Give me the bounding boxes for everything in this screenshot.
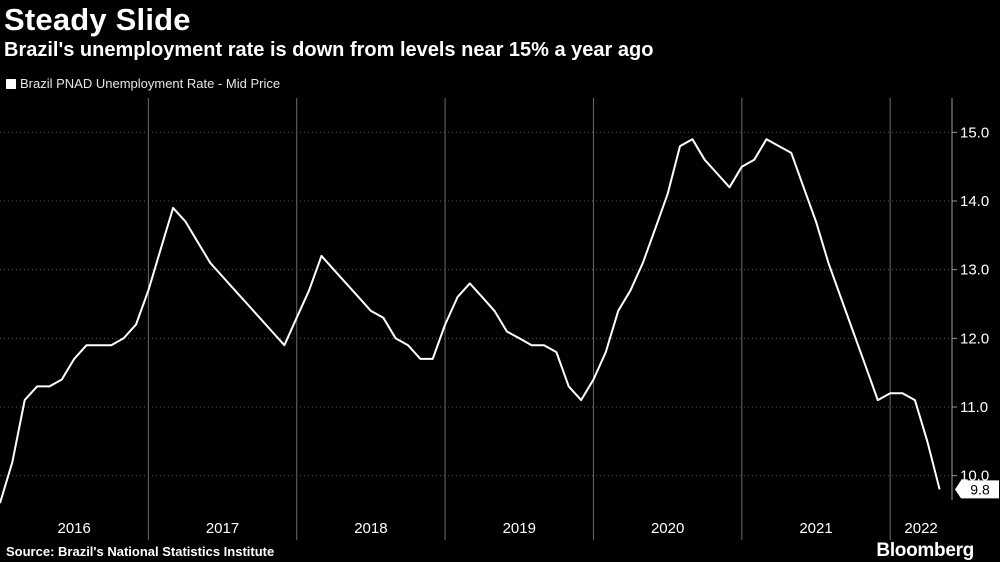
legend-swatch (6, 78, 16, 89)
chart-subtitle: Brazil's unemployment rate is down from … (4, 39, 654, 61)
source-note: Source: Brazil's National Statistics Ins… (6, 544, 275, 559)
last-value-label: 9.8 (970, 481, 990, 497)
y-tick-label: 12.0 (960, 330, 989, 347)
last-value-marker: 9.8 (955, 480, 999, 499)
y-tick-label: 15.0 (960, 124, 989, 141)
y-tick-label: 13.0 (960, 262, 989, 279)
x-tick-label: 2022 (904, 520, 937, 537)
x-tick-label: 2020 (651, 520, 684, 537)
grid (0, 98, 952, 540)
y-axis: 10.011.012.013.014.015.0 (951, 98, 989, 500)
brand-logo: Bloomberg (876, 540, 974, 561)
series-line (0, 138, 941, 504)
x-axis: 2016 2017 2018 2019 2020 2021 2022 (57, 520, 937, 537)
x-tick-label: 2018 (354, 520, 387, 537)
x-tick-label: 2016 (57, 520, 90, 537)
y-tick-label: 14.0 (960, 193, 989, 210)
chart-title: Steady Slide (4, 2, 191, 37)
last-value-box (955, 480, 999, 499)
legend: Brazil PNAD Unemployment Rate - Mid Pric… (6, 76, 280, 91)
x-tick-label: 2021 (799, 520, 832, 537)
series-group (0, 138, 941, 504)
y-tick-label: 11.0 (960, 399, 988, 416)
x-tick-label: 2019 (503, 520, 536, 537)
legend-label: Brazil PNAD Unemployment Rate - Mid Pric… (20, 76, 281, 91)
x-tick-label: 2017 (206, 520, 239, 537)
